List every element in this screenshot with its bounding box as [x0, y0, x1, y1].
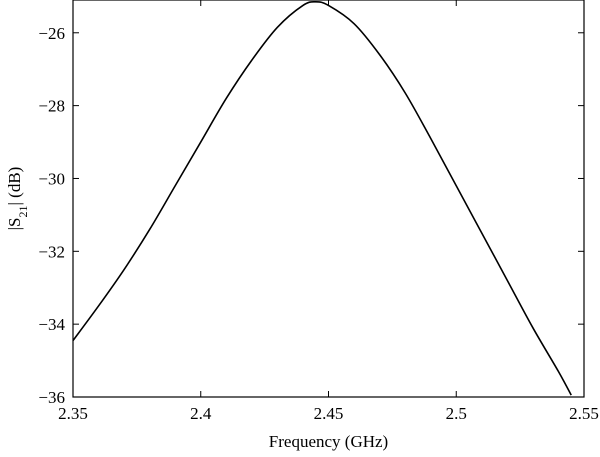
x-tick-label: 2.55 — [569, 404, 599, 423]
y-axis-label-prefix: |S — [5, 217, 24, 230]
y-tick-label: −28 — [38, 97, 65, 116]
y-tick-label: −36 — [38, 388, 65, 407]
y-tick-label: −32 — [38, 242, 65, 261]
y-axis-label-subscript: 21 — [16, 205, 30, 217]
ticks-layer: 2.35 2.4 2.45 2.5 2.55 −26 −28 −30 −32 −34 −36 — [38, 0, 599, 423]
x-tick-label: 2.4 — [190, 404, 212, 423]
y-tick-label: −30 — [38, 169, 65, 188]
x-tick-label: 2.5 — [446, 404, 467, 423]
plot-layer — [72, 0, 572, 396]
series-line — [72, 0, 572, 396]
y-axis-label-suffix: | (dB) — [5, 167, 24, 206]
x-axis-label: Frequency (GHz) — [269, 432, 388, 451]
y-tick-label: −34 — [38, 315, 65, 334]
x-tick-label: 2.45 — [314, 404, 344, 423]
y-axis-label: |S21| (dB) — [5, 167, 30, 231]
plot-frame — [72, 0, 585, 398]
y-tick-label: −26 — [38, 24, 65, 43]
x-tick-label: 2.35 — [58, 404, 88, 423]
